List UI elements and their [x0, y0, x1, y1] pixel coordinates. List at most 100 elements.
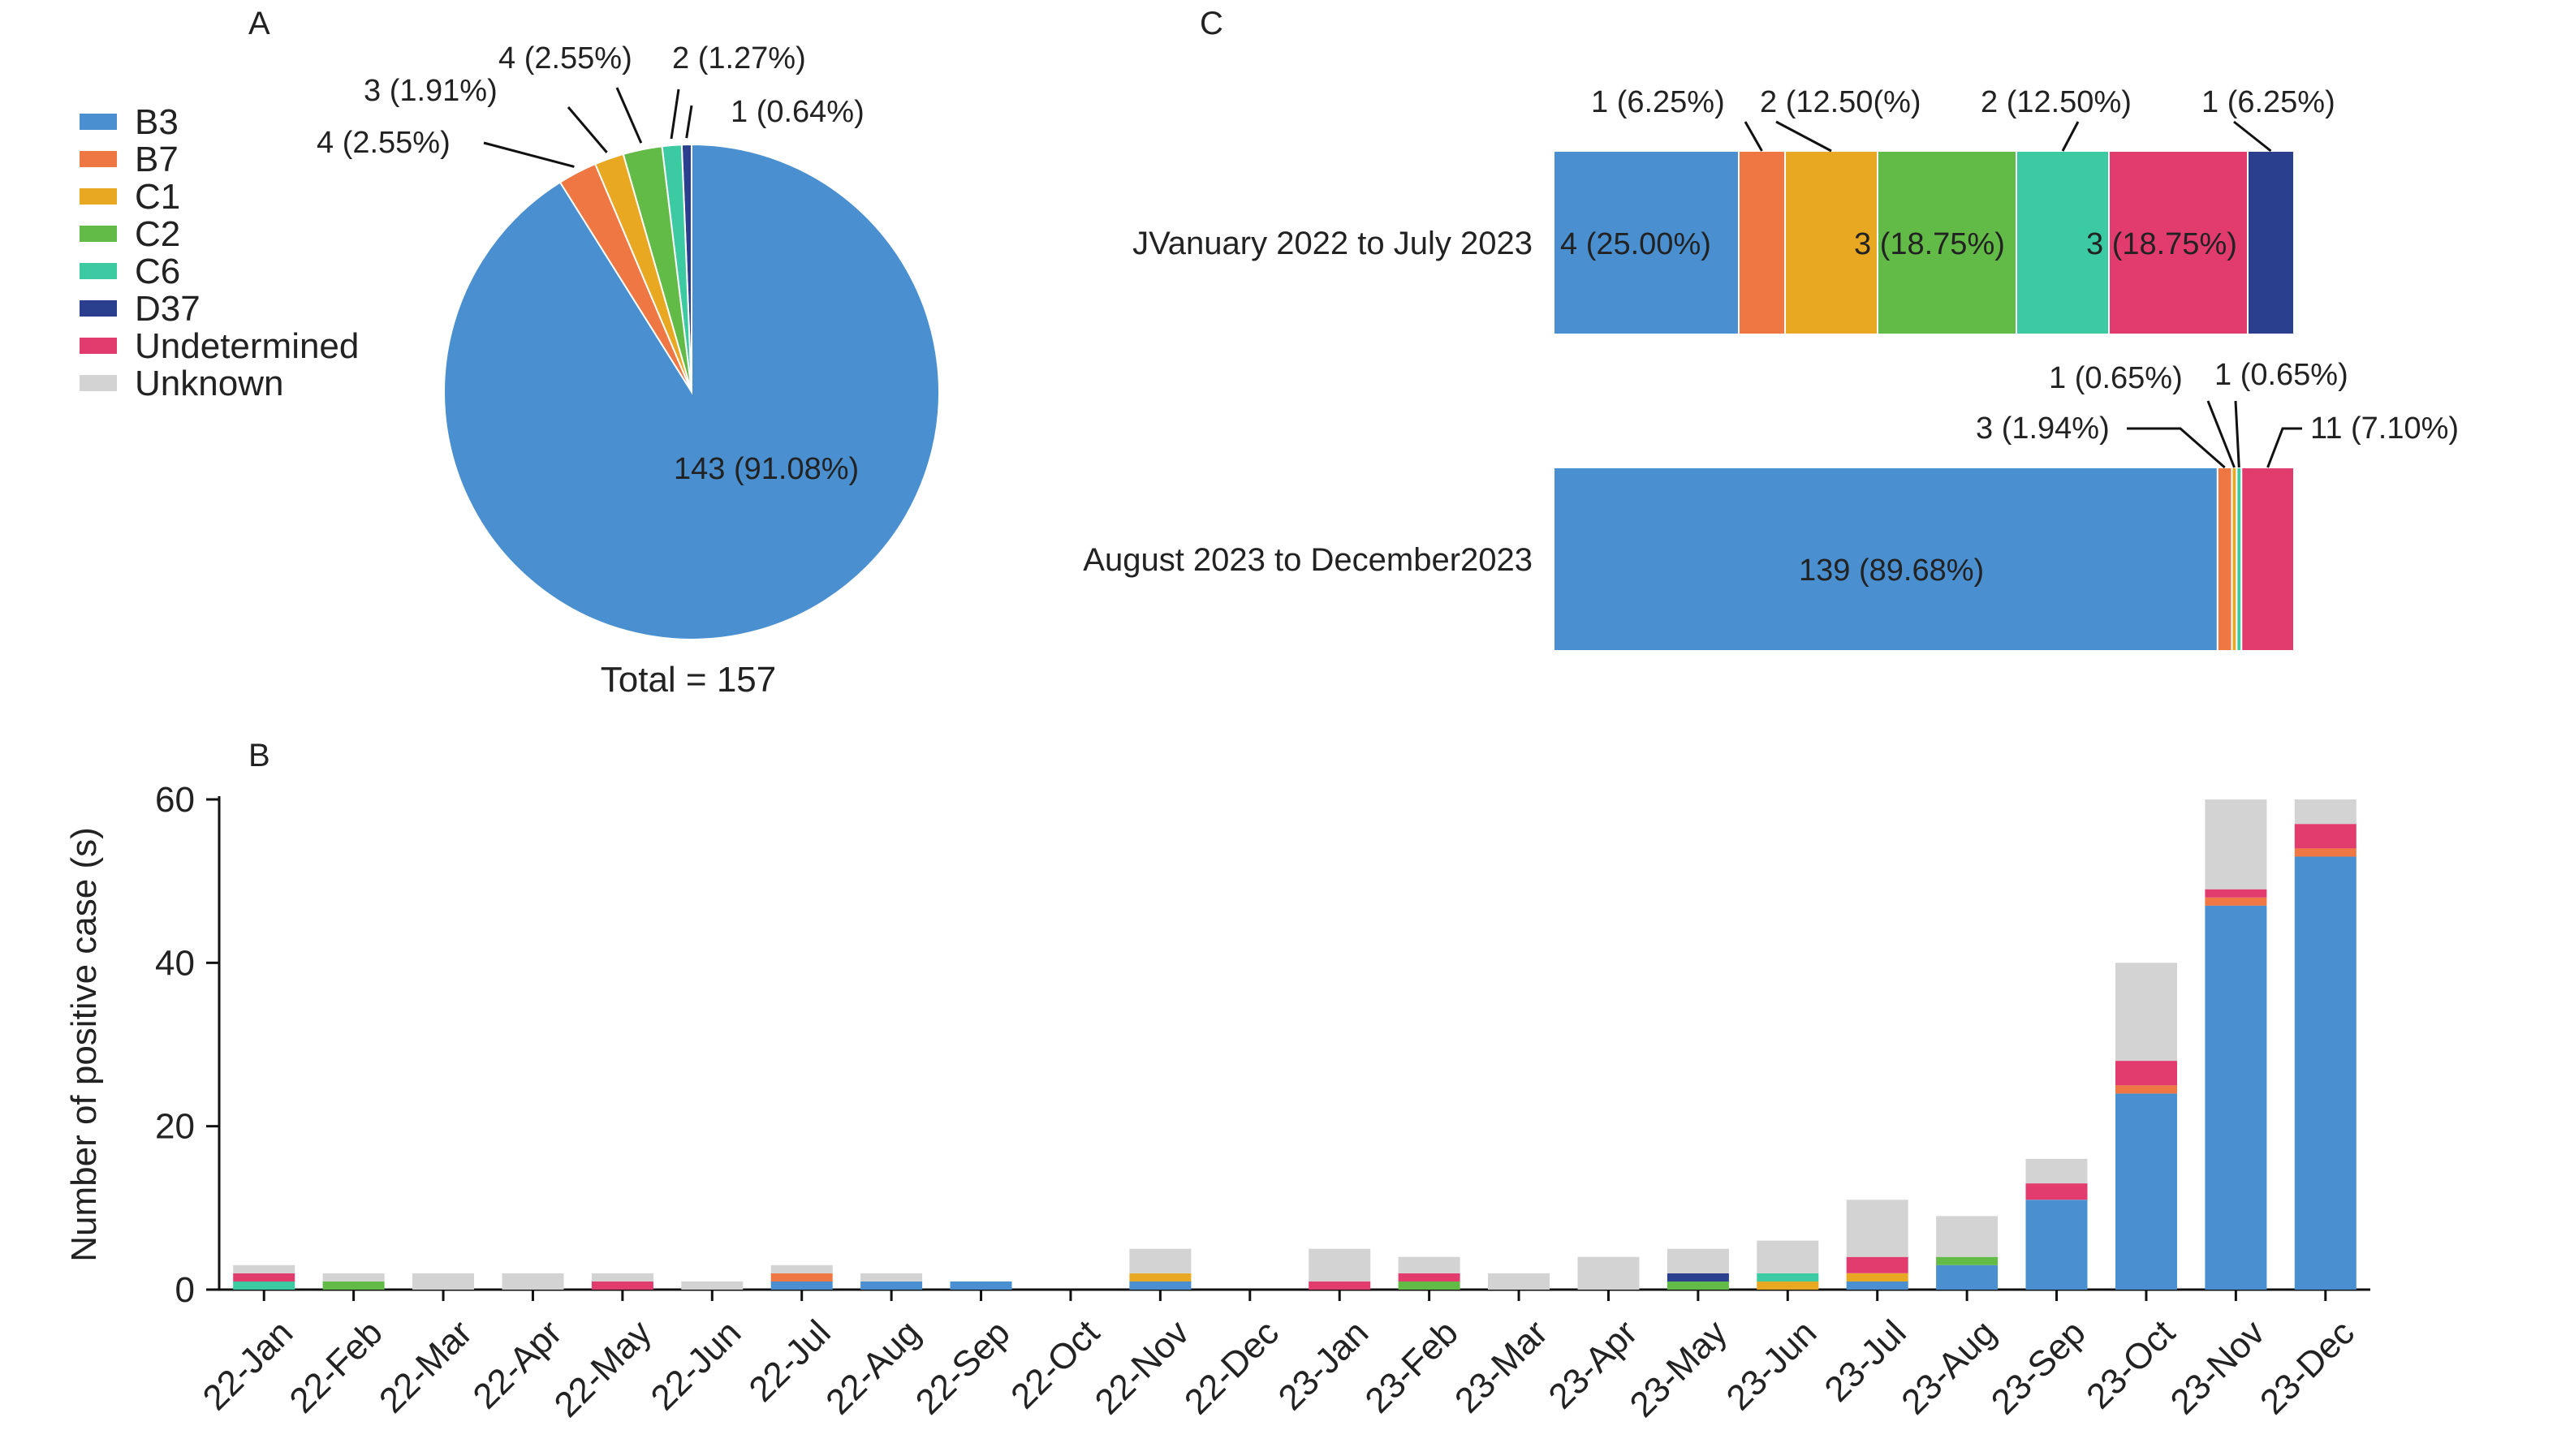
bar-22-feb-c2 [322, 1281, 385, 1290]
bar-22-jan-undetermined [233, 1273, 295, 1282]
bar-23-oct-b3 [2115, 1093, 2177, 1290]
bar-22-mar-unknown [412, 1273, 474, 1290]
legend-label-b7: B7 [135, 140, 179, 179]
leader-line-c1 [567, 106, 608, 153]
bar-23-oct-undetermined [2115, 1061, 2177, 1086]
panel-label-c: C [1200, 6, 1223, 41]
bar-23-jul-b3 [1846, 1281, 1908, 1290]
bar-22-nov-b3 [1129, 1281, 1192, 1290]
x-tick-label: 23-Nov [2162, 1312, 2272, 1422]
bar-segment-1-b3 [1553, 467, 2219, 652]
composition-bar-chart: JVanuary 2022 to July 2023 August 2023 to… [1083, 85, 2459, 652]
legend-swatch-b7 [80, 151, 117, 167]
bar-22-jul-b3 [770, 1281, 833, 1290]
bar-23-dec-unknown [2294, 799, 2356, 825]
x-tick-label: 22-Nov [1087, 1312, 1197, 1422]
bar-23-jan-undetermined [1309, 1281, 1371, 1290]
bar-label-1-1: 3 (1.94%) [1976, 411, 2110, 446]
pie-label-b3: 143 (91.08%) [674, 452, 859, 486]
legend-label-c6: C6 [135, 252, 180, 291]
pie-label-d37: 1 (0.64%) [731, 95, 865, 129]
legend-label-undetermined: Undetermined [135, 326, 359, 366]
bar-22-aug-unknown [860, 1273, 923, 1282]
bar-label-0-3: 3 (18.75%) [1854, 227, 2005, 261]
panel-label-b: B [248, 738, 270, 773]
bar-segment-1-b7 [2216, 467, 2233, 652]
bar-22-apr-unknown [502, 1273, 564, 1290]
x-tick-label: 22-Oct [1003, 1312, 1107, 1416]
x-tick-label: 23-Jan [1270, 1312, 1376, 1418]
bar-label-0-6: 1 (6.25%) [2201, 85, 2335, 119]
x-tick-label: 22-Jun [644, 1312, 749, 1418]
leader-line-b7 [483, 141, 575, 168]
monthly-stacked-bar-chart: 0 20 40 60 Number of positive case (s) 22-Jan… [64, 780, 2370, 1425]
legend-swatch-c6 [80, 263, 117, 279]
legend-label-b3: B3 [135, 102, 179, 142]
bar-segment-1-undetermined [2240, 467, 2296, 652]
x-tick-label: 22-Aug [818, 1312, 928, 1422]
leader-line-1-2 [2206, 400, 2236, 468]
bar-23-nov-b3 [2205, 905, 2267, 1290]
legend-swatch-b3 [80, 114, 117, 130]
bar-22-may-undetermined [591, 1281, 653, 1290]
bar-segment-0-d37 [2247, 150, 2295, 335]
bar-23-dec-b7 [2294, 848, 2356, 857]
bar-23-feb-c2 [1398, 1281, 1460, 1290]
x-tick-label: 23-Dec [2253, 1312, 2362, 1422]
bar-23-may-unknown [1667, 1248, 1729, 1273]
bar-22-jun-unknown [681, 1281, 744, 1290]
y-tick-label: 40 [155, 943, 195, 983]
leader-line-0-6 [2233, 120, 2272, 153]
bar-23-sep-undetermined [2025, 1183, 2088, 1200]
bar-23-sep-b3 [2025, 1200, 2088, 1290]
legend-swatch-undetermined [80, 338, 117, 354]
bar-23-jun-c1 [1757, 1281, 1819, 1290]
bar-label-0-0: 4 (25.00%) [1560, 227, 1711, 261]
bar-23-feb-unknown [1398, 1256, 1460, 1273]
leader-line-0-2 [1775, 120, 1832, 153]
pie-label-b7: 4 (2.55%) [317, 126, 451, 160]
bar-segment-0-c1 [1784, 150, 1878, 335]
y-tick-label: 60 [155, 780, 195, 820]
leader-line-1-1 [2127, 427, 2226, 469]
bar-23-nov-unknown [2205, 799, 2267, 890]
bar-label-1-4: 11 (7.10%) [2310, 411, 2459, 446]
bar-23-jun-c6 [1757, 1273, 1819, 1282]
bar-segment-0-c2 [1877, 150, 2017, 335]
legend-swatch-d37 [80, 300, 117, 317]
bar-label-0-1: 1 (6.25%) [1591, 85, 1725, 119]
bar-label-1-0: 139 (89.68%) [1799, 554, 1984, 588]
bar-22-aug-b3 [860, 1281, 923, 1290]
leader-line-1-3 [2234, 400, 2240, 468]
bar-23-oct-unknown [2115, 963, 2177, 1062]
row-label-1: August 2023 to December2023 [1083, 542, 1533, 578]
bar-22-sep-b3 [950, 1281, 1012, 1290]
leader-line-c2 [615, 87, 643, 144]
x-tick-label: 23-Aug [1894, 1312, 2003, 1422]
bar-23-jul-undetermined [1846, 1256, 1908, 1273]
legend-swatch-c1 [80, 188, 117, 205]
pie-label-c1: 3 (1.91%) [364, 74, 498, 108]
x-tick-label: 22-Feb [282, 1312, 390, 1420]
bar-23-jul-unknown [1846, 1200, 1908, 1257]
bar-segment-0-b3 [1553, 150, 1740, 335]
legend-label-unknown: Unknown [135, 364, 283, 403]
bar-23-mar-unknown [1488, 1273, 1550, 1290]
bar-23-feb-undetermined [1398, 1273, 1460, 1282]
bar-22-jul-b7 [770, 1273, 833, 1282]
x-tick-label: 22-May [547, 1312, 659, 1424]
x-tick-label: 22-Jan [195, 1312, 300, 1418]
pie-chart: 1 (0.64%)2 (1.27%)4 (2.55%)3 (1.91%)4 (2… [317, 41, 940, 700]
pie-slice-b3 [443, 143, 940, 640]
bar-23-sep-unknown [2025, 1158, 2088, 1184]
bar-23-jun-unknown [1757, 1240, 1819, 1273]
bar-23-dec-undetermined [2294, 824, 2356, 849]
bar-label-0-5: 3 (18.75%) [2086, 227, 2237, 261]
legend-swatch-unknown [80, 375, 117, 391]
x-tick-label: 23-Mar [1447, 1312, 1555, 1420]
leader-line-c6 [670, 88, 680, 140]
bar-segment-0-undetermined [2108, 150, 2249, 335]
bar-22-feb-unknown [322, 1273, 385, 1282]
y-tick-label: 0 [175, 1270, 195, 1310]
panel-label-a: A [248, 6, 270, 41]
